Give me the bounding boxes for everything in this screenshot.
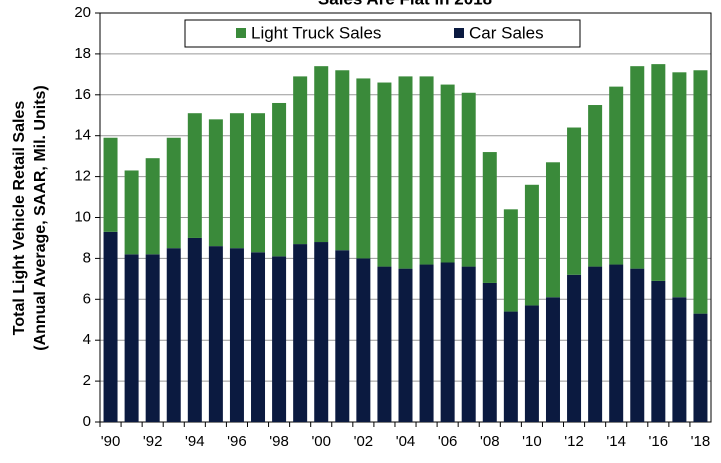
bar-segment xyxy=(103,231,118,422)
bar-segment xyxy=(440,84,455,263)
legend-box xyxy=(184,19,581,48)
x-tick-label: '00 xyxy=(311,433,331,450)
legend-swatch xyxy=(454,28,464,38)
bar-segment xyxy=(672,72,687,298)
bar-segment xyxy=(103,137,118,232)
bar-segment xyxy=(398,268,413,422)
y-tick-label: 8 xyxy=(83,249,91,266)
bar-segment xyxy=(145,158,160,255)
bar-segment xyxy=(651,280,666,422)
bar-segment xyxy=(398,76,413,269)
bar-segment xyxy=(229,113,244,249)
bar-segment xyxy=(335,70,350,251)
bar-segment xyxy=(524,305,539,422)
bar-segment xyxy=(272,102,287,257)
y-tick-label: 18 xyxy=(74,45,91,62)
bar-segment xyxy=(545,162,560,298)
x-tick-label: '98 xyxy=(269,433,289,450)
bar-segment xyxy=(419,264,434,422)
bar-segment xyxy=(609,86,624,265)
x-tick-label: '02 xyxy=(354,433,374,450)
bar-segment xyxy=(293,244,308,422)
legend-swatch xyxy=(236,28,246,38)
chart-title: Sales Are Flat in 2018 xyxy=(318,0,492,8)
bar-segment xyxy=(567,274,582,422)
bar-segment xyxy=(630,268,645,422)
bar-segment xyxy=(187,237,202,422)
x-tick-label: '08 xyxy=(480,433,500,450)
x-tick-label: '14 xyxy=(606,433,626,450)
bar-segment xyxy=(482,282,497,422)
bar-segment xyxy=(693,70,708,314)
bar-segment xyxy=(609,264,624,422)
bar-segment xyxy=(208,119,223,247)
y-axis-label: Total Light Vehicle Retail Sales xyxy=(11,101,28,336)
bar-segment xyxy=(145,254,160,422)
bar-segment xyxy=(251,252,266,422)
bar-segment xyxy=(693,313,708,422)
bar-segment xyxy=(314,66,329,243)
y-tick-label: 14 xyxy=(74,127,91,144)
y-tick-label: 10 xyxy=(74,208,91,225)
bar-segment xyxy=(630,66,645,269)
bar-segment xyxy=(356,258,371,422)
bar-segment xyxy=(187,113,202,238)
bar-segment xyxy=(314,242,329,422)
bar-segment xyxy=(335,250,350,422)
bar-segment xyxy=(461,266,476,422)
legend-label: Light Truck Sales xyxy=(251,23,381,42)
bar-segment xyxy=(524,184,539,306)
bar-segment xyxy=(503,209,518,312)
bar-segment xyxy=(482,152,497,283)
bar-segment xyxy=(293,76,308,245)
x-tick-label: '92 xyxy=(143,433,163,450)
y-tick-label: 20 xyxy=(74,4,91,21)
bar-segment xyxy=(251,113,266,253)
bar-segment xyxy=(377,82,392,267)
bar-segment xyxy=(545,297,560,422)
y-tick-label: 0 xyxy=(83,413,91,430)
x-tick-label: '06 xyxy=(438,433,458,450)
bar-segment xyxy=(166,248,181,422)
bar-segment xyxy=(588,266,603,422)
x-tick-label: '90 xyxy=(101,433,121,450)
bar-segment xyxy=(124,254,139,422)
bar-segment xyxy=(208,246,223,422)
x-tick-label: '16 xyxy=(649,433,669,450)
bar-segment xyxy=(419,76,434,265)
y-tick-label: 6 xyxy=(83,290,91,307)
legend-label: Car Sales xyxy=(469,23,544,42)
x-tick-label: '96 xyxy=(227,433,247,450)
y-tick-label: 12 xyxy=(74,168,91,185)
bar-segment xyxy=(672,297,687,422)
bar-segment xyxy=(588,105,603,267)
bar-segment xyxy=(503,311,518,422)
bar-segment xyxy=(272,256,287,422)
bar-segment xyxy=(567,127,582,275)
bar-segment xyxy=(356,78,371,259)
bar-segment xyxy=(229,248,244,422)
x-tick-label: '10 xyxy=(522,433,542,450)
y-tick-label: 2 xyxy=(83,372,91,389)
y-tick-label: 4 xyxy=(83,331,91,348)
bar-segment xyxy=(124,170,139,255)
x-tick-label: '12 xyxy=(564,433,584,450)
y-axis-label: (Annual Average, SAAR, Mil. Units) xyxy=(32,85,49,351)
x-tick-label: '04 xyxy=(396,433,416,450)
bar-segment xyxy=(440,262,455,422)
bar-segment xyxy=(377,266,392,422)
y-tick-label: 16 xyxy=(74,86,91,103)
x-tick-label: '18 xyxy=(691,433,711,450)
bar-segment xyxy=(166,137,181,249)
bar-segment xyxy=(651,64,666,281)
x-tick-label: '94 xyxy=(185,433,205,450)
bar-segment xyxy=(461,92,476,267)
